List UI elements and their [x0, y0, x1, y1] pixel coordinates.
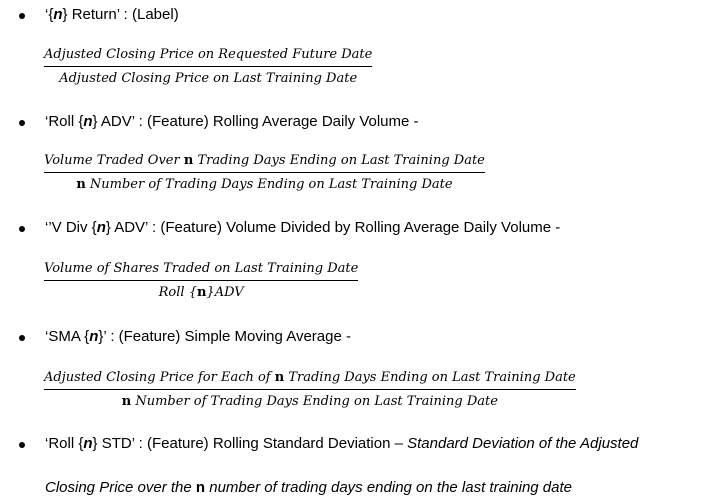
formula-fraction: Volume of Shares Traded on Last Training… — [44, 261, 359, 301]
bullet-icon — [19, 13, 25, 19]
item-heading: ‘Roll {n} ADV’ : (Feature) Rolling Avera… — [45, 113, 419, 130]
item-heading: ‘Roll {n} STD’ : (Feature) Rolling Stand… — [45, 435, 639, 452]
formula-fraction: Volume Traded Over n Trading Days Ending… — [44, 153, 485, 193]
bullet-icon — [19, 120, 25, 126]
formula-fraction: Adjusted Closing Price on Requested Futu… — [44, 47, 373, 87]
item-heading: ‘’V Div {n} ADV’ : (Feature) Volume Divi… — [45, 219, 561, 236]
item-continuation: Closing Price over the n number of tradi… — [45, 479, 572, 496]
fraction-denominator: Adjusted Closing Price on Last Training … — [59, 71, 358, 86]
item-heading: ‘{n} Return’ : (Label) — [45, 6, 179, 23]
fraction-numerator: Volume of Shares Traded on Last Training… — [44, 261, 359, 281]
fraction-denominator: n Number of Trading Days Ending on Last … — [76, 177, 453, 192]
bullet-icon — [19, 335, 25, 341]
item-heading: ‘SMA {n}’ : (Feature) Simple Moving Aver… — [45, 328, 351, 345]
bullet-icon — [19, 442, 25, 448]
bullet-icon — [19, 226, 25, 232]
fraction-numerator: Adjusted Closing Price for Each of n Tra… — [44, 370, 576, 390]
fraction-denominator: Roll {n}ADV — [158, 285, 244, 300]
fraction-numerator: Volume Traded Over n Trading Days Ending… — [44, 153, 485, 173]
formula-fraction: Adjusted Closing Price for Each of n Tra… — [44, 370, 576, 410]
fraction-denominator: n Number of Trading Days Ending on Last … — [121, 394, 498, 409]
fraction-numerator: Adjusted Closing Price on Requested Futu… — [44, 47, 373, 67]
